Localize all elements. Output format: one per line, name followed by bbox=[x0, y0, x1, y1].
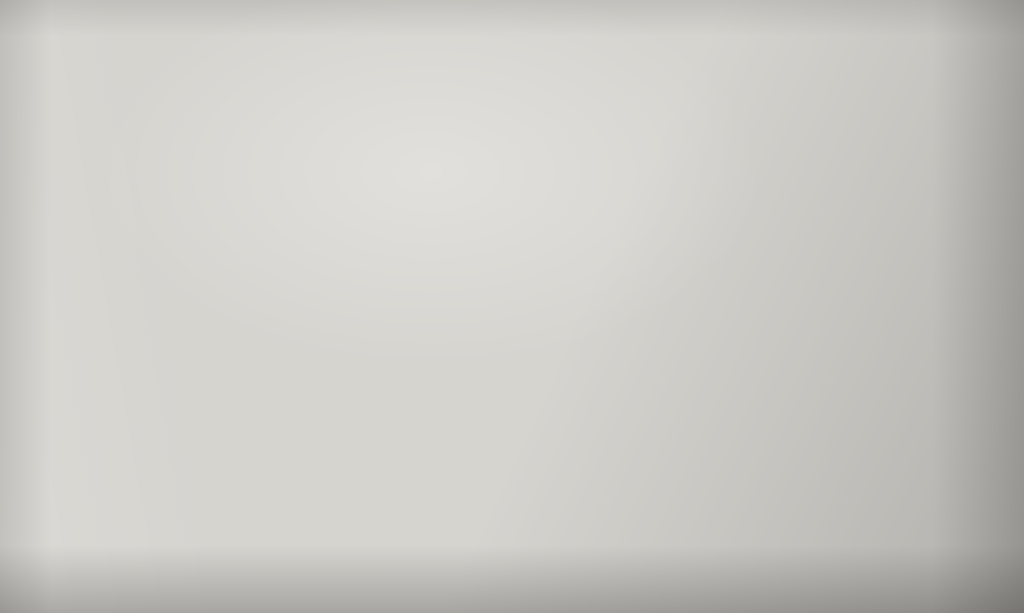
dyno-chart bbox=[0, 0, 1024, 613]
dyno-sheet-photo bbox=[0, 0, 1024, 613]
